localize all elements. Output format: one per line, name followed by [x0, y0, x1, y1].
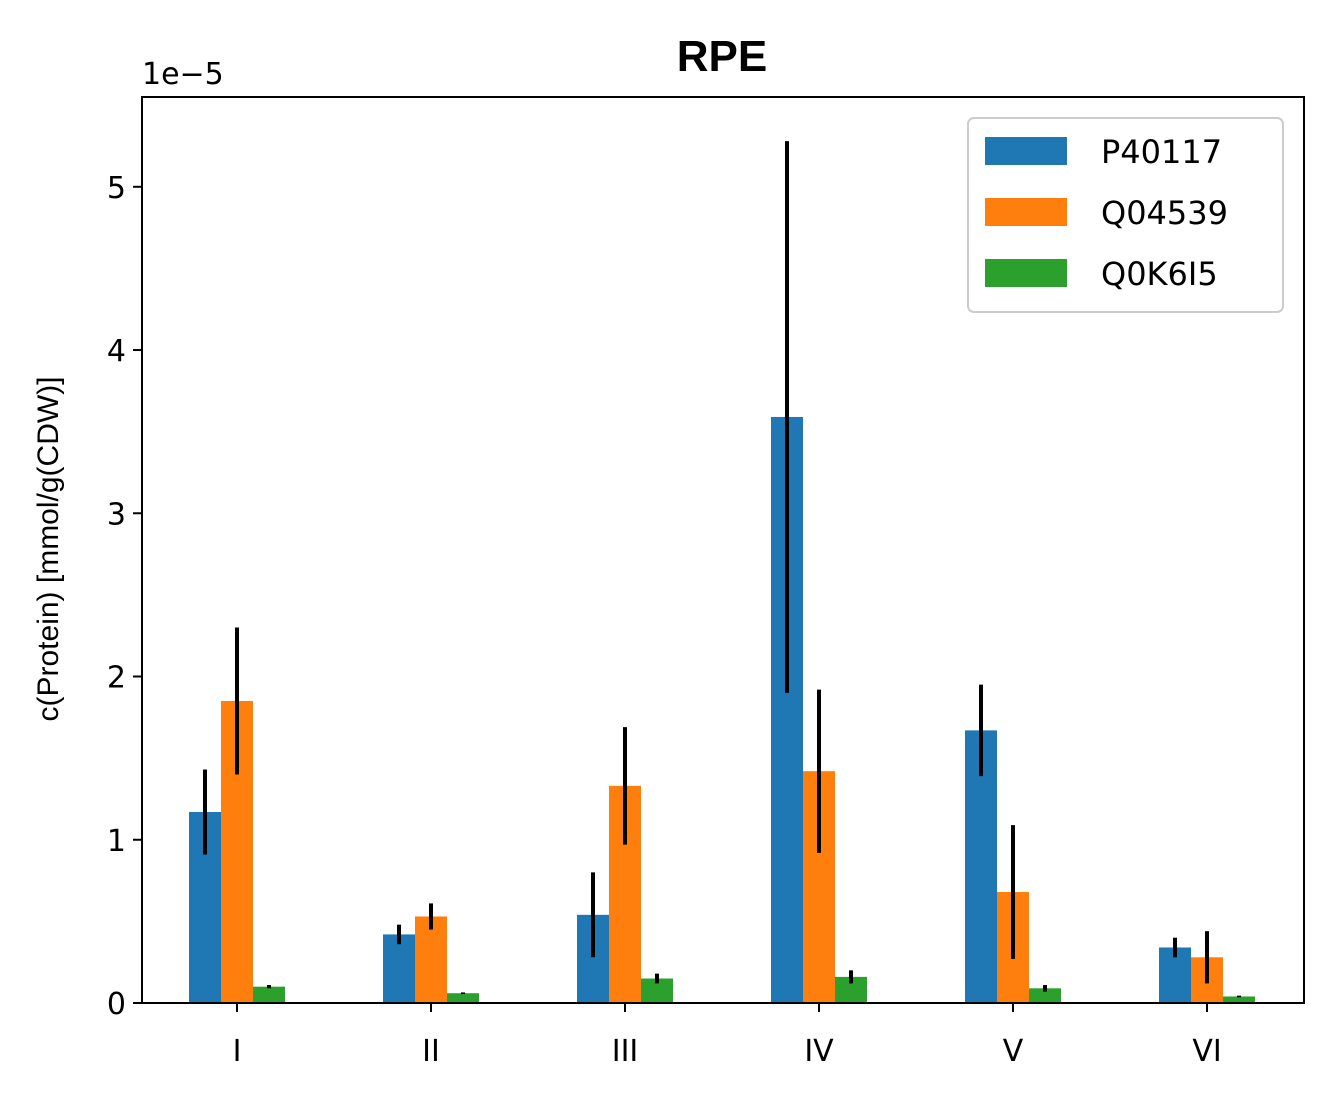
- plot-area-frame: [141, 96, 1305, 1004]
- y-tick-label: 1: [107, 824, 126, 859]
- x-tick-label: VI: [1192, 1034, 1221, 1069]
- x-tick-label: I: [233, 1034, 242, 1069]
- bar-Q0K6I5-II: [447, 993, 479, 1003]
- legend-swatch-P40117: [985, 137, 1067, 165]
- x-tick-label: III: [612, 1034, 639, 1069]
- legend-items: P40117 Q04539 Q0K6I5: [985, 133, 1228, 293]
- bar-P40117-II: [383, 934, 415, 1003]
- y-tick-label: 3: [107, 497, 126, 532]
- y-axis-title: c(Protein) [mmol/g(CDW)]: [32, 376, 65, 721]
- legend-label-Q04539: Q04539: [1101, 194, 1228, 232]
- x-tick-label: IV: [804, 1034, 834, 1069]
- legend-label-Q0K6I5: Q0K6I5: [1101, 255, 1218, 293]
- bar-Q0K6I5-I: [253, 986, 285, 1003]
- legend: P40117 Q04539 Q0K6I5: [967, 117, 1284, 313]
- error-bars-layer: [203, 141, 1241, 998]
- y-tick-label: 0: [107, 987, 126, 1022]
- bar-Q04539-II: [415, 916, 447, 1003]
- bars-layer: [189, 416, 1255, 1003]
- y-axis-ticks: 0 1 2 3 4 5: [107, 171, 142, 1022]
- bar-Q0K6I5-V: [1029, 988, 1061, 1003]
- y-tick-label: 2: [107, 661, 126, 696]
- x-tick-label: II: [422, 1034, 440, 1069]
- y-tick-label: 4: [107, 334, 126, 369]
- x-axis-ticks: I II III IV V VI: [233, 1003, 1222, 1069]
- bar-Q0K6I5-VI: [1223, 996, 1255, 1003]
- legend-swatch-Q0K6I5: [985, 259, 1067, 287]
- legend-label-P40117: P40117: [1101, 133, 1222, 171]
- y-tick-label: 5: [107, 171, 126, 206]
- chart-title: RPE: [677, 32, 767, 81]
- y-axis-offset-label: 1e−5: [142, 57, 224, 92]
- legend-swatch-Q04539: [985, 198, 1067, 226]
- x-tick-label: V: [1003, 1034, 1024, 1069]
